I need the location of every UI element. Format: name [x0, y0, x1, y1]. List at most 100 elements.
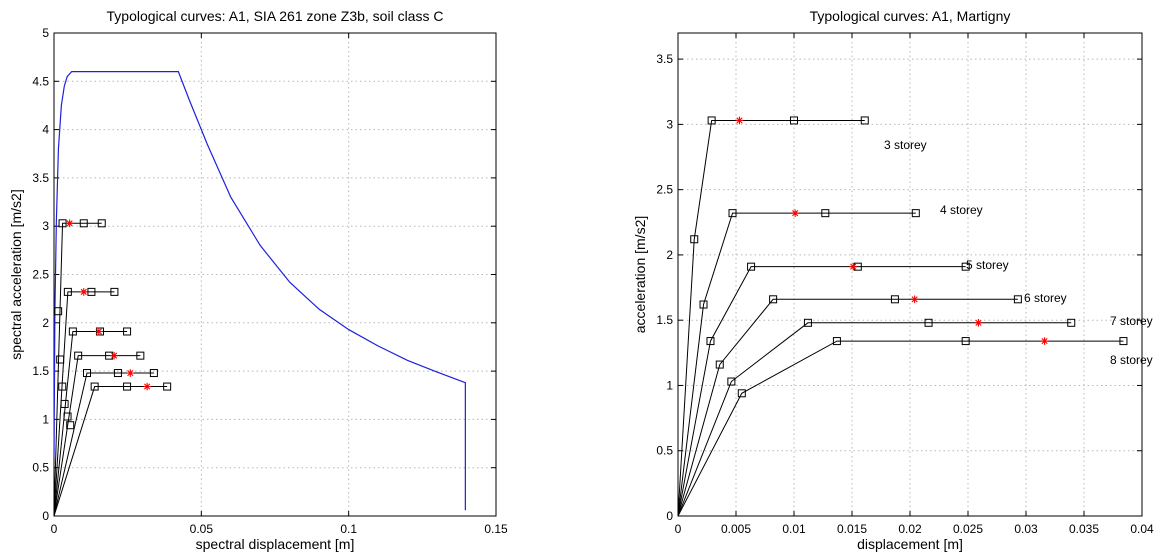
chart-left-square-marker: [123, 382, 132, 391]
chart-left-panel: Typological curves: A1, SIA 261 zone Z3b…: [8, 8, 508, 552]
chart-right-storey-label: 5 storey: [966, 258, 1009, 272]
chart-right-square-marker: [747, 262, 756, 271]
chart-left-performance-point-marker: [143, 382, 151, 391]
chart-right-x-tick-label: 0: [675, 522, 682, 536]
chart-right-y-tick-label: 3: [666, 117, 673, 131]
chart-left-y-tick-label: 2: [42, 316, 49, 330]
chart-right-capacity-curve-8-storey: [677, 340, 1124, 517]
chart-left-square-marker: [90, 382, 99, 391]
chart-right-x-tick-label: 0.015: [837, 522, 867, 536]
chart-right-storey-label: 7 storey: [1110, 314, 1153, 328]
chart-left-capacity-curve-3-storey: [53, 222, 102, 517]
chart-right-square-marker: [715, 360, 724, 369]
chart-left-y-tick-label: 5: [42, 26, 49, 40]
chart-left-x-tick-label: 0: [51, 522, 58, 536]
chart-right-plot-frame: [677, 32, 1143, 517]
chart-left-square-marker: [63, 412, 72, 421]
chart-right-performance-point-marker: [849, 262, 857, 271]
chart-right-square-marker: [890, 295, 899, 304]
chart-right-square-marker: [1067, 318, 1076, 327]
chart-left-performance-point-marker: [110, 351, 118, 360]
chart-right-square-marker: [690, 235, 699, 244]
chart-left-demand-spectrum-line: [53, 71, 466, 511]
chart-left-x-axis-label: spectral displacement [m]: [196, 536, 355, 552]
chart-left-square-marker: [66, 421, 75, 430]
chart-right-capacity-curve-3-storey: [677, 119, 865, 517]
chart-right-storey-label: 4 storey: [940, 203, 983, 217]
chart-right-performance-point-marker: [910, 295, 919, 304]
chart-left-performance-point-marker: [126, 369, 135, 377]
chart-left-plot-frame: [53, 32, 497, 517]
chart-right-x-tick-label: 0.04: [1130, 522, 1154, 536]
chart-left-square-marker: [68, 327, 77, 336]
chart-left-performance-point-marker: [79, 288, 88, 296]
chart-left-square-marker: [136, 351, 145, 360]
chart-right-performance-point-marker: [735, 116, 744, 125]
chart-right-y-axis-label: acceleration [m/s2]: [632, 216, 648, 334]
chart-right-square-marker: [803, 318, 812, 327]
chart-right-x-tick-label: 0.005: [721, 522, 751, 536]
chart-right-performance-point-marker: [1040, 337, 1049, 345]
chart-left-square-marker: [79, 219, 88, 228]
chart-left-x-tick-label: 0.05: [190, 522, 214, 536]
chart-left-square-marker: [123, 327, 132, 336]
chart-left-capacity-curve-4-storey: [53, 291, 115, 517]
chart-right-capacity-curve-7-storey: [677, 322, 1072, 517]
chart-right-x-axis-label: displacement [m]: [857, 536, 963, 552]
chart-right-storey-label: 3 storey: [884, 138, 927, 152]
chart-right-square-marker: [728, 209, 737, 218]
chart-right-x-tick-label: 0.035: [1069, 522, 1099, 536]
chart-right-square-marker: [737, 389, 746, 398]
chart-left-square-marker: [54, 307, 63, 316]
chart-right-square-marker: [832, 337, 841, 346]
chart-right-x-tick-label: 0.01: [782, 522, 806, 536]
chart-left-square-marker: [110, 287, 119, 296]
chart-right-y-tick-label: 2: [666, 248, 673, 262]
chart-right-y-tick-label: 1.5: [656, 313, 673, 327]
chart-right-y-tick-label: 2.5: [656, 183, 673, 197]
chart-right-square-marker: [769, 295, 778, 304]
chart-left-square-marker: [58, 382, 67, 391]
chart-left-square-marker: [87, 287, 96, 296]
chart-right-x-tick-label: 0.025: [953, 522, 983, 536]
chart-left-square-marker: [60, 399, 69, 408]
chart-right-capacity-curve-4-storey: [677, 212, 916, 517]
chart-right-y-tick-label: 0: [666, 509, 673, 523]
chart-left-square-marker: [163, 382, 172, 391]
chart-right-panel: Typological curves: A1, Martigny displac…: [632, 8, 1154, 552]
chart-right-y-tick-label: 3.5: [656, 52, 673, 66]
chart-left-x-tick-label: 0.1: [340, 522, 357, 536]
chart-left-square-marker: [63, 287, 72, 296]
chart-left-square-marker: [83, 369, 91, 378]
chart-right-square-marker: [961, 337, 970, 346]
chart-left-y-tick-label: 0: [42, 509, 49, 523]
chart-right-x-tick-label: 0.03: [1014, 522, 1038, 536]
chart-right-square-marker: [699, 300, 708, 309]
chart-right-square-marker: [961, 262, 970, 271]
chart-right-square-marker: [727, 377, 736, 386]
chart-right-square-marker: [860, 116, 869, 125]
chart-right-performance-point-marker: [791, 209, 799, 217]
chart-left-y-tick-label: 1.5: [32, 364, 49, 378]
chart-left-y-tick-label: 3: [42, 219, 49, 233]
chart-right-square-marker: [1119, 337, 1128, 346]
chart-left-y-tick-label: 4.5: [32, 74, 49, 88]
chart-left-y-tick-label: 1: [42, 412, 49, 426]
chart-right-square-marker: [924, 318, 933, 327]
chart-right-y-tick-label: 0.5: [656, 444, 673, 458]
chart-left-y-tick-label: 3.5: [32, 171, 49, 185]
chart-left-x-tick-label: 0.15: [484, 522, 508, 536]
chart-left-title: Typological curves: A1, SIA 261 zone Z3b…: [107, 8, 444, 24]
chart-right-capacity-curve-6-storey: [677, 298, 1018, 517]
chart-left-y-tick-label: 2.5: [32, 268, 49, 282]
chart-left-square-marker: [149, 369, 158, 378]
chart-left-capacity-curve-7-storey: [53, 372, 154, 517]
chart-right-square-marker: [1013, 295, 1022, 304]
chart-right-y-tick-label: 1: [666, 378, 673, 392]
chart-left-capacity-curve-8-storey: [53, 386, 168, 517]
chart-right-square-marker: [821, 209, 830, 218]
chart-right-capacity-curve-5-storey: [677, 266, 966, 517]
chart-left-y-tick-label: 0.5: [32, 461, 49, 475]
chart-right-performance-point-marker: [974, 319, 983, 327]
